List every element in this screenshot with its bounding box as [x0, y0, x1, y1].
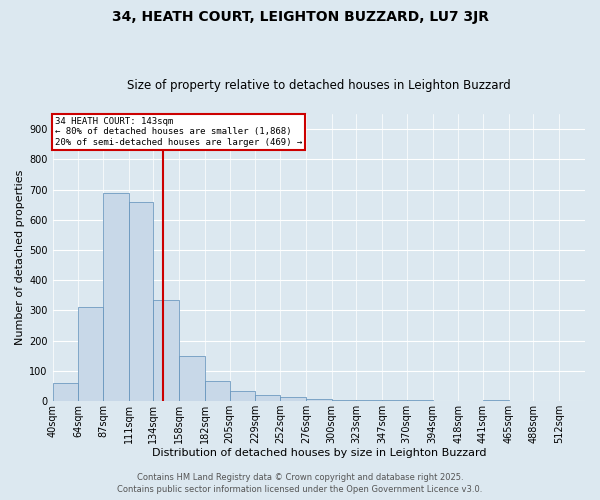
Bar	[78, 308, 103, 401]
Bar	[356, 400, 382, 401]
Bar	[179, 356, 205, 401]
Text: 34 HEATH COURT: 143sqm
← 80% of detached houses are smaller (1,868)
20% of semi-: 34 HEATH COURT: 143sqm ← 80% of detached…	[55, 117, 302, 147]
Bar	[230, 391, 256, 401]
Bar	[382, 400, 407, 401]
Bar	[154, 300, 179, 401]
Bar	[407, 400, 433, 401]
Bar	[205, 382, 230, 401]
Bar	[306, 398, 332, 401]
Bar	[129, 202, 154, 401]
Bar	[256, 395, 280, 401]
Title: Size of property relative to detached houses in Leighton Buzzard: Size of property relative to detached ho…	[127, 79, 511, 92]
Bar	[53, 383, 78, 401]
Y-axis label: Number of detached properties: Number of detached properties	[15, 170, 25, 345]
Bar	[103, 192, 129, 401]
X-axis label: Distribution of detached houses by size in Leighton Buzzard: Distribution of detached houses by size …	[152, 448, 486, 458]
Bar	[483, 400, 509, 401]
Bar	[280, 397, 306, 401]
Bar	[332, 400, 356, 401]
Text: 34, HEATH COURT, LEIGHTON BUZZARD, LU7 3JR: 34, HEATH COURT, LEIGHTON BUZZARD, LU7 3…	[112, 10, 488, 24]
Text: Contains HM Land Registry data © Crown copyright and database right 2025.
Contai: Contains HM Land Registry data © Crown c…	[118, 472, 482, 494]
